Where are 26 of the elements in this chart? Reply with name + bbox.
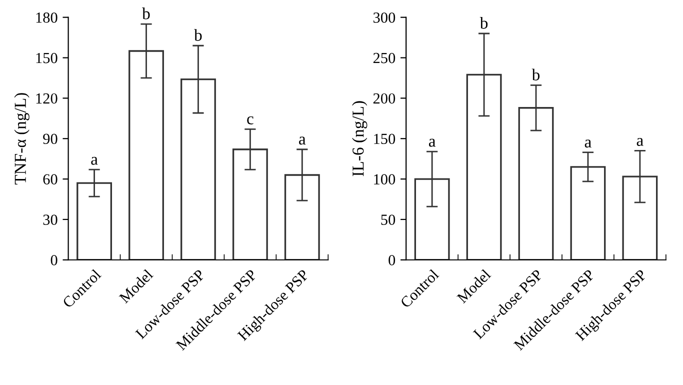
y-tick-label: 200 [373, 93, 396, 104]
annotation: a [299, 136, 306, 145]
y-tick-label: 50 [381, 214, 396, 225]
y-tick-label: 60 [43, 174, 58, 184]
y-tick-label: 120 [36, 93, 58, 104]
annotation: b [480, 16, 488, 29]
annotation: a [584, 140, 592, 148]
annotation: b [142, 8, 150, 20]
y-tick-label: 0 [50, 255, 58, 266]
annotation: a [91, 156, 98, 165]
y-axis-title: TNF-α (ng/L) [14, 93, 30, 185]
annotation: c [247, 116, 254, 124]
y-tick-label: 0 [388, 255, 396, 266]
y-tick-label: 300 [373, 12, 396, 23]
y-tick-label: 180 [36, 12, 58, 23]
y-tick-label: 30 [43, 214, 58, 225]
y-tick-label: 250 [373, 52, 396, 64]
y-tick-label: 150 [374, 134, 396, 144]
annotation: b [194, 29, 202, 41]
y-tick-label: 150 [36, 52, 58, 64]
annotation: a [428, 138, 436, 147]
y-tick-label: 100 [374, 174, 396, 184]
annotation: a [636, 138, 644, 146]
y-tick-label: 90 [43, 134, 58, 144]
y-axis-title: IL-6 (ng/L) [352, 101, 368, 176]
annotation: b [532, 68, 540, 80]
